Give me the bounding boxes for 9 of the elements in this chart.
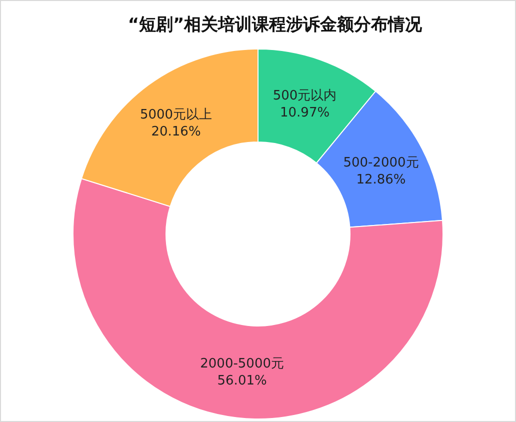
data-label: 20.16% bbox=[151, 124, 201, 140]
data-label: 10.97% bbox=[280, 106, 330, 121]
slice-label: 2000-5000元 bbox=[200, 356, 284, 372]
chart-title: “短剧”相关培训课程涉诉金额分布情况 bbox=[128, 15, 424, 35]
slice-label: 500-2000元 bbox=[343, 155, 419, 170]
slice-label: 5000元以上 bbox=[140, 107, 212, 122]
slice-label: 500元以内 bbox=[272, 88, 337, 104]
data-label: 12.86% bbox=[356, 172, 406, 188]
data-label: 56.01% bbox=[217, 374, 267, 389]
